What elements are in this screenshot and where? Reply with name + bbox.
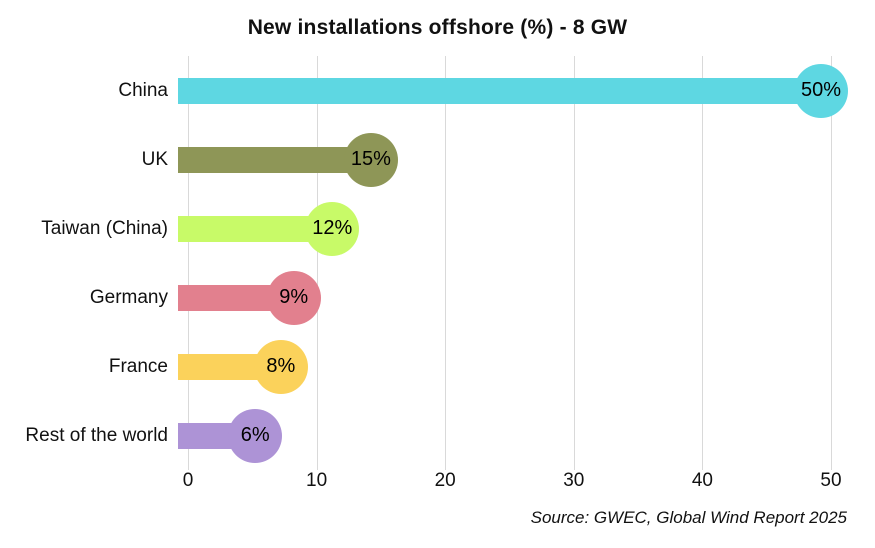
gridline bbox=[702, 56, 704, 470]
bar-row: Rest of the world 6% bbox=[0, 401, 875, 470]
value-bubble: 12% bbox=[305, 201, 360, 256]
x-tick-label: 50 bbox=[820, 470, 842, 491]
bar-track: 50% bbox=[178, 56, 848, 125]
gridlines bbox=[188, 56, 832, 470]
bar-track: 8% bbox=[178, 332, 821, 401]
bar-track: 12% bbox=[178, 194, 821, 263]
bar-track: 9% bbox=[178, 263, 821, 332]
category-label: Germany bbox=[89, 286, 168, 308]
bar-track: 15% bbox=[178, 125, 821, 194]
bar-row: Germany 9% bbox=[0, 263, 875, 332]
category-label: UK bbox=[141, 148, 168, 170]
x-tick-label: 20 bbox=[434, 470, 456, 491]
category-label: China bbox=[118, 79, 168, 101]
bar-row: Taiwan (China) 12% bbox=[0, 194, 875, 263]
gridline bbox=[445, 56, 447, 470]
bar-rows: China 50% UK 15% Taiwan (China) 12% Germany 9% F… bbox=[0, 56, 875, 470]
bar-row: France 8% bbox=[0, 332, 875, 401]
value-bubble: 50% bbox=[794, 63, 848, 118]
value-bubble: 6% bbox=[228, 408, 283, 463]
gridline bbox=[831, 56, 832, 470]
category-label: Taiwan (China) bbox=[41, 217, 168, 239]
plot-area: China 50% UK 15% Taiwan (China) 12% Germany 9% F… bbox=[0, 56, 875, 470]
bar-row: UK 15% bbox=[0, 125, 875, 194]
x-axis: 0 10 20 30 40 50 bbox=[183, 470, 842, 498]
bar bbox=[178, 77, 821, 104]
gridline bbox=[316, 56, 318, 470]
gridline bbox=[573, 56, 575, 470]
category-label: France bbox=[108, 355, 168, 377]
bar bbox=[178, 146, 371, 173]
value-bubble: 8% bbox=[253, 339, 308, 394]
x-tick-label: 0 bbox=[182, 470, 194, 491]
x-tick-label: 10 bbox=[306, 470, 328, 491]
chart-title: New installations offshore (%) - 8 GW bbox=[247, 16, 628, 39]
value-bubble: 15% bbox=[343, 132, 398, 187]
gridline bbox=[188, 56, 189, 470]
category-label: Rest of the world bbox=[25, 424, 168, 446]
x-tick-label: 40 bbox=[691, 470, 713, 491]
source-note: Source: GWEC, Global Wind Report 2025 bbox=[530, 508, 847, 527]
bar-row: China 50% bbox=[0, 56, 875, 125]
bar-track: 6% bbox=[178, 401, 821, 470]
x-tick-label: 30 bbox=[563, 470, 585, 491]
value-bubble: 9% bbox=[266, 270, 321, 325]
